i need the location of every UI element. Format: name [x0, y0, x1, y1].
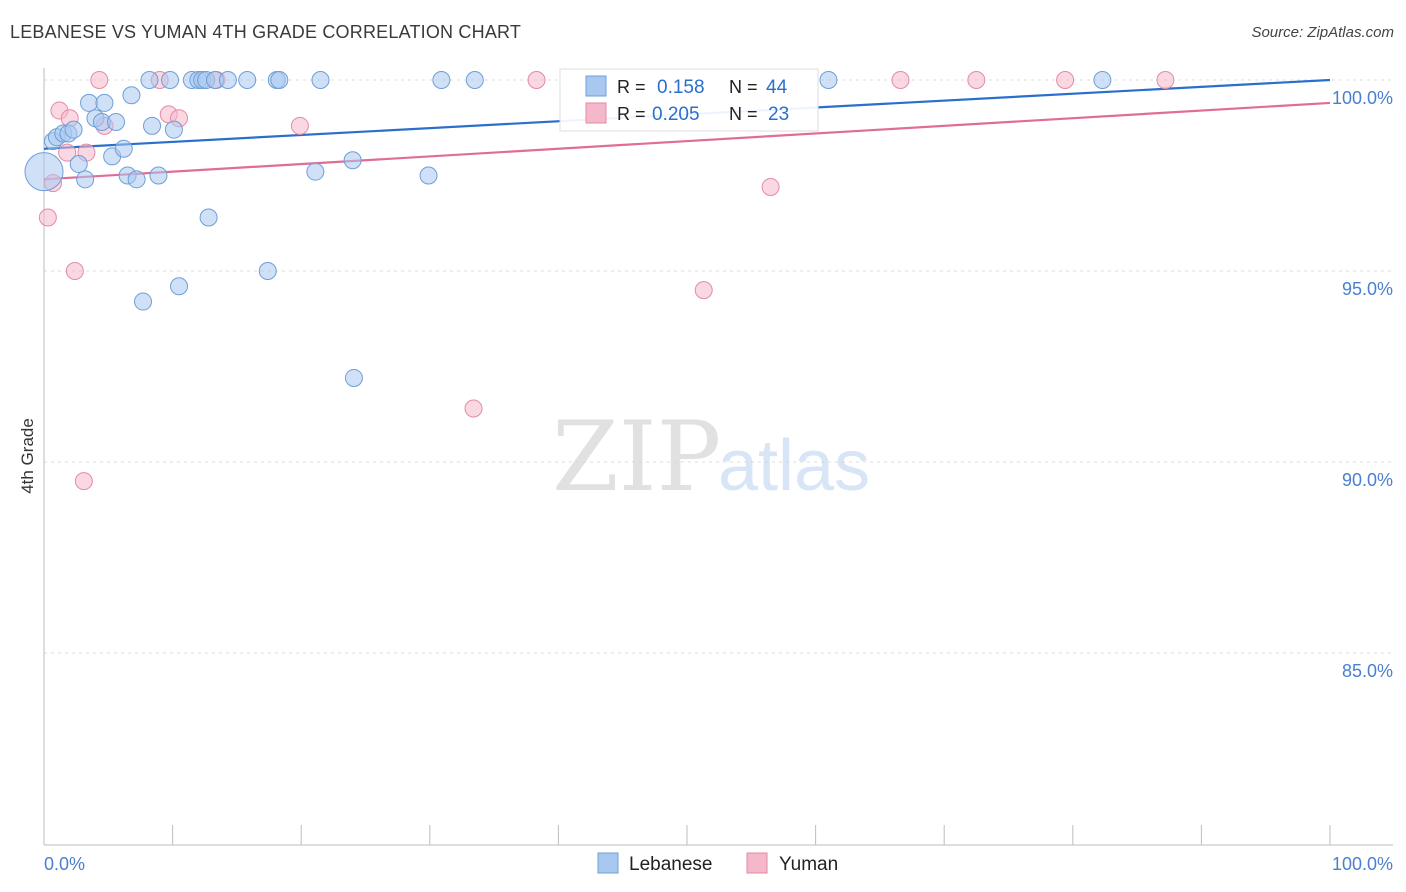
- point-lebanese: [419, 166, 438, 185]
- point-lebanese: [80, 93, 99, 112]
- point-yuman: [90, 71, 109, 89]
- point-lebanese: [258, 262, 277, 280]
- point-yuman: [1056, 71, 1075, 89]
- point-lebanese: [432, 71, 451, 89]
- stats-legend-n-label-lebanese: N =: [729, 77, 758, 97]
- point-lebanese: [64, 120, 83, 139]
- stats-legend: R = 0.158 N = 44 R = 0.205 N = 23: [559, 68, 819, 132]
- stats-legend-r-label-yuman: R =: [617, 104, 646, 124]
- watermark: ZIP atlas: [552, 401, 870, 513]
- point-yuman: [967, 71, 986, 89]
- watermark-atlas: atlas: [718, 426, 870, 506]
- point-yuman: [527, 71, 546, 89]
- point-lebanese: [344, 368, 363, 387]
- stats-legend-swatch-lebanese: [585, 75, 607, 97]
- point-yuman: [38, 208, 57, 227]
- point-yuman: [694, 281, 713, 300]
- point-lebanese: [127, 170, 146, 189]
- point-lebanese: [140, 71, 159, 89]
- point-lebanese: [306, 162, 325, 181]
- point-lebanese: [199, 208, 218, 227]
- stats-legend-r-value-lebanese: 0.158: [657, 77, 705, 98]
- point-yuman: [761, 177, 780, 196]
- point-lebanese: [69, 155, 88, 174]
- point-lebanese: [164, 120, 183, 139]
- point-yuman: [65, 262, 84, 280]
- series-legend: Lebanese Yuman: [597, 852, 838, 875]
- stats-legend-n-value-yuman: 23: [768, 104, 789, 125]
- point-lebanese: [143, 116, 162, 135]
- stats-legend-n-label-yuman: N =: [729, 104, 758, 124]
- point-lebanese: [170, 277, 189, 296]
- point-yuman: [74, 472, 93, 491]
- point-lebanese: [218, 71, 237, 89]
- point-lebanese: [107, 113, 126, 132]
- point-lebanese: [465, 71, 484, 89]
- point-lebanese: [1093, 71, 1112, 89]
- point-lebanese: [819, 71, 838, 89]
- point-lebanese: [95, 93, 114, 112]
- point-lebanese: [122, 86, 141, 105]
- point-lebanese: [76, 170, 95, 189]
- point-lebanese: [161, 71, 180, 89]
- y-tick-label: 95.0%: [1342, 279, 1393, 299]
- stats-legend-r-value-yuman: 0.205: [652, 104, 700, 125]
- series-legend-swatch-lebanese[interactable]: [597, 852, 619, 874]
- y-tick-label: 85.0%: [1342, 661, 1393, 681]
- point-yuman: [891, 71, 910, 89]
- series-legend-swatch-yuman[interactable]: [746, 852, 768, 874]
- x-tick-label-min: 0.0%: [44, 854, 85, 874]
- point-lebanese: [343, 151, 362, 170]
- axes: [43, 68, 1393, 846]
- tick-labels: 100.0% 95.0% 90.0% 85.0% 0.0% 100.0%: [44, 88, 1393, 874]
- point-lebanese: [134, 292, 153, 311]
- trend-line-yuman: [43, 101, 1331, 181]
- y-axis-label: 4th Grade: [18, 418, 37, 494]
- point-lebanese: [149, 166, 168, 185]
- stats-legend-r-label-lebanese: R =: [617, 77, 646, 97]
- stats-legend-n-value-lebanese: 44: [766, 77, 788, 98]
- point-lebanese: [238, 71, 257, 89]
- point-yuman: [58, 143, 77, 162]
- point-yuman: [1156, 71, 1175, 89]
- x-tick-label-max: 100.0%: [1332, 854, 1393, 874]
- chart-title: LEBANESE VS YUMAN 4TH GRADE CORRELATION …: [10, 22, 522, 42]
- y-tick-label: 100.0%: [1332, 88, 1393, 108]
- stats-legend-swatch-yuman: [585, 102, 607, 124]
- point-lebanese: [24, 152, 64, 192]
- y-tick-label: 90.0%: [1342, 470, 1393, 490]
- point-yuman: [290, 116, 309, 135]
- series-legend-label-yuman[interactable]: Yuman: [779, 854, 838, 875]
- series-legend-label-lebanese[interactable]: Lebanese: [629, 854, 712, 875]
- point-yuman: [464, 399, 483, 418]
- point-lebanese: [311, 71, 330, 89]
- point-lebanese: [270, 71, 289, 89]
- chart-source: Source: ZipAtlas.com: [1251, 24, 1394, 41]
- watermark-zip: ZIP: [552, 401, 721, 513]
- gridlines: [44, 79, 1393, 654]
- data-points: [24, 71, 1175, 491]
- point-lebanese: [114, 139, 133, 158]
